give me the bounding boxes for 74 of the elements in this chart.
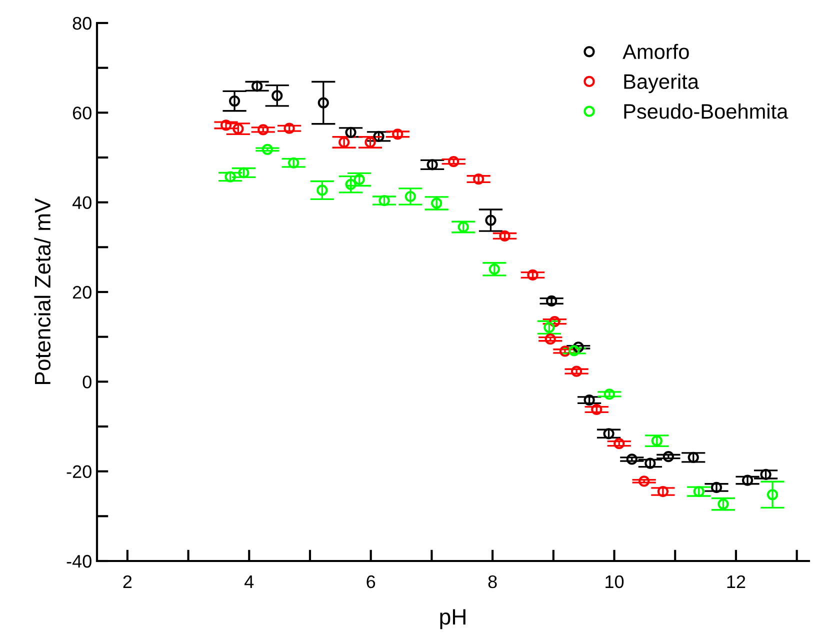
point [603,428,614,440]
y-tick-label: 40 [72,196,92,210]
x-tick-label: 12 [727,575,746,588]
y-tick-label: 80 [72,16,92,30]
point [318,97,329,108]
y-tick-label: 20 [72,286,92,299]
point [766,489,778,500]
x-tick-label: 2 [123,575,132,588]
point [262,144,273,155]
point [688,452,699,463]
point [549,316,560,328]
point [693,486,704,498]
point [392,128,404,140]
x-tick-label: 6 [366,575,376,588]
point [238,167,250,178]
point [499,230,510,242]
point [657,486,669,498]
point [272,90,283,102]
point [228,95,240,107]
point [742,474,754,486]
legend-label: Amorfo [622,44,689,60]
point [488,264,500,275]
point [338,136,350,148]
point [614,438,625,450]
point [373,130,384,142]
x-tick-label: 4 [244,576,254,588]
y-tick-label: 0 [82,376,92,388]
point [431,198,442,209]
point [284,122,295,134]
point [604,388,615,400]
point [224,171,236,182]
point [760,468,772,480]
x-tick-label: 10 [606,575,624,588]
point [570,366,582,377]
point [544,334,556,345]
legend-label: Bayerita [624,74,699,94]
legend-label: Pseudo-Boehmita [624,104,788,119]
point [426,159,438,170]
point [591,404,602,416]
point [473,173,484,185]
point [644,458,656,469]
point [485,214,496,226]
point [354,174,365,186]
point [546,295,558,307]
point [584,394,595,406]
y-axis-title: Potencial Zeta/ mV [34,198,51,384]
point [544,322,555,333]
point [710,482,722,494]
x-axis-title: pH [440,609,466,630]
point [345,126,356,138]
point [638,476,650,487]
point [662,450,674,462]
point [527,269,538,281]
point [288,157,300,168]
point [404,190,416,202]
y-tick-label: -20 [66,465,92,478]
point [258,124,269,136]
point [251,80,263,92]
y-tick-label: -40 [66,554,92,568]
x-tick-label: 8 [488,575,497,588]
point [718,498,729,510]
point [568,345,580,356]
point [316,184,328,196]
point [626,454,638,465]
point [364,136,376,148]
point [345,178,356,190]
y-tick-label: 60 [72,106,92,120]
point [220,120,232,131]
point [651,435,662,446]
point [559,346,571,357]
point [448,156,460,168]
point [378,194,390,206]
point [572,342,584,353]
point [458,221,469,233]
